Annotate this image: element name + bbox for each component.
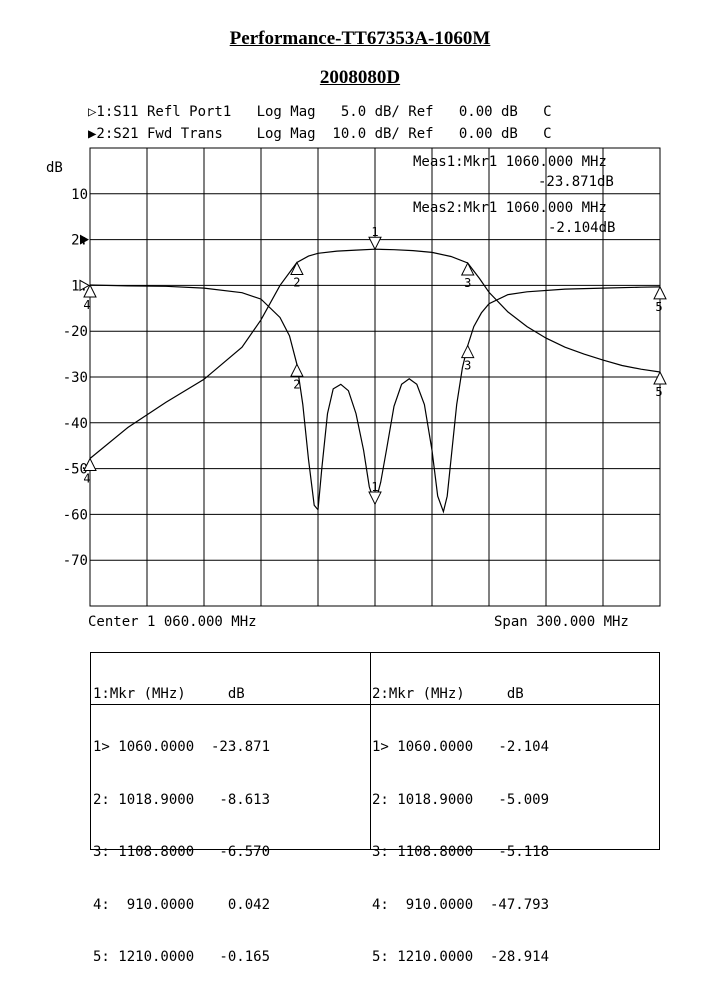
marker-row: 4: 910.0000 0.042 xyxy=(93,896,271,913)
marker-row: 5: 1210.0000 -28.914 xyxy=(372,949,550,965)
meas2-line1: Meas2:Mkr1 1060.000 MHz xyxy=(413,200,607,216)
trace1-reference-arrow xyxy=(79,279,91,292)
page-subtitle: 2008080D xyxy=(319,67,401,88)
marker-label: 5 xyxy=(655,385,662,399)
plot-grid xyxy=(89,147,661,607)
meas1-line1: Meas1:Mkr1 1060.000 MHz xyxy=(413,154,607,170)
marker-label: 5 xyxy=(655,300,662,314)
marker-table: 1:Mkr (MHz) dB 1> 1060.0000 -23.871 2: 1… xyxy=(90,652,660,965)
marker-triangle xyxy=(653,285,667,300)
marker-triangle xyxy=(460,344,475,359)
marker-label: 2 xyxy=(293,377,300,391)
trace2-reference-arrow xyxy=(80,234,89,245)
marker-label: 1 xyxy=(371,480,378,494)
marker-triangle xyxy=(653,370,667,385)
y-tick-label: -60 xyxy=(63,507,88,523)
marker-label: 4 xyxy=(83,471,90,485)
y-tick-label: -50 xyxy=(63,462,88,478)
marker-row: 4: 910.0000 -47.793 xyxy=(372,896,550,913)
marker-triangle xyxy=(290,363,304,377)
meas1-line2: -23.871dB xyxy=(538,174,614,190)
page-title: Performance-TT67353A-1060M xyxy=(229,28,491,49)
y-tick-label: -70 xyxy=(63,553,88,569)
marker-label: 3 xyxy=(464,359,471,373)
center-frequency: Center 1 060.000 MHz xyxy=(88,614,257,630)
trace2-header: ▶2:S21 Fwd Trans Log Mag 10.0 dB/ Ref 0.… xyxy=(88,126,552,142)
traces xyxy=(89,248,661,514)
marker-triangle xyxy=(290,261,304,276)
span-frequency: Span 300.000 MHz xyxy=(494,614,629,630)
marker-row: 1> 1060.0000 -23.871 xyxy=(93,739,271,755)
y-tick-label: -20 xyxy=(63,324,88,340)
marker-triangle xyxy=(368,491,382,506)
marker-label: 4 xyxy=(83,298,90,312)
trace-s21 xyxy=(89,248,661,459)
marker-label: 3 xyxy=(464,276,471,290)
marker-label: 2 xyxy=(293,276,300,290)
marker-table-header: 1:Mkr (MHz) dB xyxy=(91,685,370,705)
marker-row: 3: 1108.8000 -6.570 xyxy=(93,844,271,860)
y-unit-label: dB xyxy=(46,160,63,176)
marker-table-header: 2:Mkr (MHz) dB xyxy=(370,685,659,705)
markers: 1 2 3 4 5 1 2 3 4 5 xyxy=(83,225,667,506)
trace1-header: ▷1:S11 Refl Port1 Log Mag 5.0 dB/ Ref 0.… xyxy=(88,104,552,120)
marker-triangle xyxy=(368,236,382,251)
marker-table-trace2: 2:Mkr (MHz) dB 1> 1060.0000 -2.104 2: 10… xyxy=(370,653,659,965)
marker-row: 2: 1018.9000 -8.613 xyxy=(93,791,271,808)
marker-row: 3: 1108.8000 -5.118 xyxy=(372,844,550,860)
marker-row: 2: 1018.9000 -5.009 xyxy=(372,791,550,808)
marker-triangle xyxy=(83,283,97,298)
y-tick-label: -40 xyxy=(63,416,88,432)
y-tick-label: 2: xyxy=(71,233,88,249)
marker-row: 5: 1210.0000 -0.165 xyxy=(93,949,271,965)
trace-s11 xyxy=(89,284,661,514)
y-tick-label: 10 xyxy=(71,187,88,203)
marker-triangle xyxy=(460,261,475,276)
marker-table-trace1: 1:Mkr (MHz) dB 1> 1060.0000 -23.871 2: 1… xyxy=(91,653,371,965)
meas2-line2: -2.104dB xyxy=(548,220,616,236)
marker-row: 1> 1060.0000 -2.104 xyxy=(372,739,550,755)
y-tick-label: -30 xyxy=(63,370,88,386)
marker-triangle xyxy=(83,457,97,471)
marker-label: 1 xyxy=(371,225,378,239)
